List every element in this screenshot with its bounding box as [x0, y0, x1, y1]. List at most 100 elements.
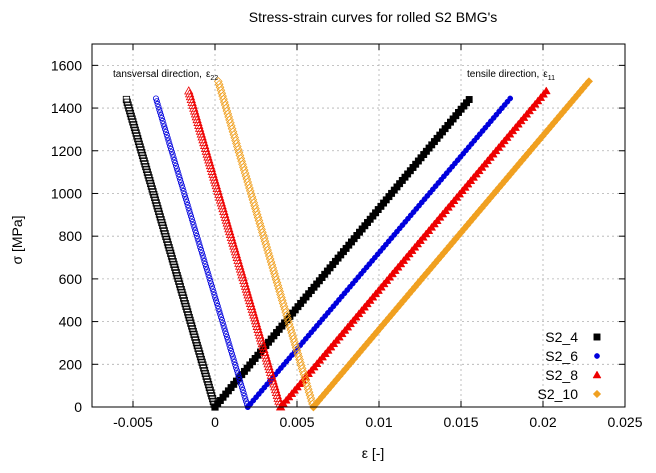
data-point-transverse	[261, 353, 272, 362]
data-point-transverse	[163, 131, 170, 138]
data-point-transverse	[138, 151, 147, 160]
data-point-transverse	[188, 100, 198, 109]
data-point-transverse	[234, 370, 241, 377]
data-point-transverse	[264, 361, 274, 371]
data-point-transverse	[214, 192, 225, 201]
data-point-transverse	[207, 389, 215, 397]
data-point-transverse	[239, 275, 249, 284]
data-point-transverse	[199, 140, 210, 149]
data-point-transverse	[205, 383, 213, 392]
data-point-transverse	[220, 212, 231, 221]
data-point-transverse	[201, 146, 211, 155]
data-point-transverse	[265, 364, 275, 374]
data-point-transverse	[208, 283, 215, 290]
data-point-transverse	[197, 244, 204, 251]
data-point-transverse	[202, 372, 210, 380]
data-point-transverse	[154, 204, 162, 213]
data-point-transverse	[204, 155, 214, 164]
data-point-transverse	[198, 358, 206, 366]
data-point-transverse	[204, 378, 212, 386]
data-point-transverse	[187, 210, 194, 217]
data-point-transverse	[250, 313, 260, 322]
data-point-transverse	[271, 387, 282, 397]
series-s2-4	[122, 95, 473, 411]
series-s2-8	[184, 86, 551, 411]
data-point-transverse	[160, 227, 168, 235]
data-point-transverse	[169, 258, 177, 266]
data-point-transverse	[268, 376, 278, 385]
data-point-transverse	[163, 235, 171, 243]
data-point-transverse	[155, 103, 162, 110]
data-point-transverse	[220, 322, 227, 329]
data-point-transverse	[195, 347, 203, 355]
data-point-transverse	[226, 342, 233, 349]
series-s2-10	[213, 77, 594, 412]
data-point-transverse	[266, 370, 277, 379]
data-point-transverse	[159, 221, 167, 229]
legend-marker	[594, 353, 600, 359]
data-point-transverse	[177, 285, 185, 294]
data-point-transverse	[200, 367, 209, 375]
data-point-transverse	[259, 344, 269, 353]
y-tick-label: 600	[59, 271, 83, 287]
y-tick-label: 800	[59, 228, 83, 244]
data-point-transverse	[215, 305, 222, 312]
data-point-transverse	[144, 171, 152, 179]
data-point-transverse	[170, 260, 178, 269]
data-point-transverse	[235, 264, 246, 273]
y-axis-label: σ [MPa]	[9, 215, 25, 264]
data-point-transverse	[233, 367, 240, 374]
data-point-transverse	[229, 353, 236, 360]
data-point-transverse	[192, 114, 202, 124]
x-tick-label: 0.02	[529, 414, 556, 430]
data-point-transverse	[238, 381, 245, 388]
legend-marker	[593, 333, 601, 341]
data-point-transverse	[126, 107, 134, 115]
data-point-transverse	[225, 229, 236, 239]
data-point-transverse	[166, 246, 174, 255]
data-point-transverse	[171, 157, 178, 164]
data-point-transverse	[195, 238, 202, 245]
data-point-transverse	[198, 246, 205, 253]
data-point-transverse	[159, 224, 168, 232]
data-point-transverse	[167, 249, 175, 257]
data-point-transverse	[211, 180, 222, 190]
x-tick-label: 0.005	[279, 414, 314, 430]
data-point-transverse	[185, 313, 193, 322]
data-point-transverse	[201, 369, 209, 378]
legend-label: S2_10	[538, 386, 579, 402]
data-point-transverse	[142, 163, 150, 171]
data-point-transverse	[241, 284, 252, 293]
legend-label: S2_4	[545, 329, 578, 345]
data-point-transverse	[206, 163, 216, 172]
data-point-transverse	[270, 384, 281, 394]
data-point-transverse	[203, 266, 210, 273]
data-point-transverse	[194, 120, 204, 129]
data-points	[122, 77, 594, 412]
data-point-transverse	[252, 321, 262, 330]
data-point-transverse	[165, 244, 173, 252]
data-point-transverse	[263, 359, 273, 368]
data-point-transverse	[194, 235, 201, 242]
data-point-transverse	[188, 216, 195, 223]
data-point-transverse	[204, 157, 215, 167]
data-point-transverse	[245, 295, 255, 305]
data-point-transverse	[183, 305, 191, 313]
data-point-transverse	[184, 86, 194, 95]
data-point-tensile	[507, 95, 514, 102]
data-point-transverse	[196, 241, 203, 248]
data-point-transverse	[171, 263, 179, 271]
data-point-transverse	[181, 190, 188, 197]
data-point-transverse	[227, 345, 234, 352]
data-point-transverse	[158, 218, 166, 227]
data-point-transverse	[192, 336, 200, 344]
data-point-transverse	[155, 210, 164, 218]
data-point-transverse	[173, 272, 181, 280]
data-point-transverse	[255, 330, 265, 339]
data-point-transverse	[143, 168, 151, 176]
data-point-transverse	[189, 327, 197, 336]
axis-ticks: -0.005 0 0.005 0.01 0.015 0.02 0.025 0 200 400 600…	[51, 44, 643, 430]
series-s2-6	[152, 95, 514, 410]
data-point-transverse	[193, 232, 200, 239]
data-point-transverse	[195, 126, 206, 135]
